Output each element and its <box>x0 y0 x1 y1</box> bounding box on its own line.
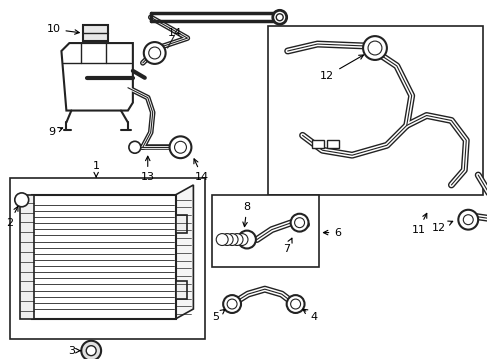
Bar <box>83 25 108 41</box>
Text: 13: 13 <box>141 156 154 182</box>
Bar <box>175 281 187 299</box>
Circle shape <box>174 141 186 153</box>
Bar <box>212 195 319 267</box>
Text: 2: 2 <box>6 206 18 228</box>
Circle shape <box>216 234 228 246</box>
Polygon shape <box>175 185 193 319</box>
Text: 6: 6 <box>323 228 341 238</box>
Bar <box>10 178 205 339</box>
Circle shape <box>236 234 247 246</box>
Circle shape <box>276 14 283 21</box>
Text: 12: 12 <box>430 221 452 233</box>
Text: 7: 7 <box>283 238 291 255</box>
Circle shape <box>221 234 233 246</box>
Circle shape <box>143 42 165 64</box>
Circle shape <box>223 295 241 313</box>
Bar <box>312 140 324 148</box>
Circle shape <box>290 299 300 309</box>
Text: 14: 14 <box>193 159 209 182</box>
Bar <box>267 26 482 195</box>
Polygon shape <box>61 43 133 111</box>
Text: 14: 14 <box>167 28 181 38</box>
Circle shape <box>286 295 304 313</box>
Text: 12: 12 <box>320 55 363 81</box>
Text: 11: 11 <box>411 213 426 235</box>
Bar <box>326 140 339 148</box>
Bar <box>32 195 175 319</box>
Circle shape <box>362 36 386 60</box>
Circle shape <box>290 214 308 231</box>
Text: 9: 9 <box>48 127 62 138</box>
Circle shape <box>367 41 381 55</box>
Circle shape <box>169 136 191 158</box>
Circle shape <box>226 299 237 309</box>
Circle shape <box>81 341 101 360</box>
Circle shape <box>457 210 477 230</box>
Circle shape <box>174 141 186 153</box>
Circle shape <box>462 215 472 225</box>
Bar <box>20 195 34 319</box>
Circle shape <box>129 141 141 153</box>
Circle shape <box>231 234 243 246</box>
Circle shape <box>238 231 255 248</box>
Text: 5: 5 <box>211 310 224 322</box>
Circle shape <box>272 10 286 24</box>
Bar <box>175 215 187 233</box>
Text: 8: 8 <box>243 202 250 227</box>
Circle shape <box>86 346 96 356</box>
Circle shape <box>294 218 304 228</box>
Circle shape <box>225 234 238 246</box>
Text: 10: 10 <box>46 24 79 34</box>
Text: 1: 1 <box>92 161 100 177</box>
Circle shape <box>148 47 161 59</box>
Circle shape <box>15 193 29 207</box>
Text: 3: 3 <box>68 346 81 356</box>
Text: 4: 4 <box>302 309 317 322</box>
